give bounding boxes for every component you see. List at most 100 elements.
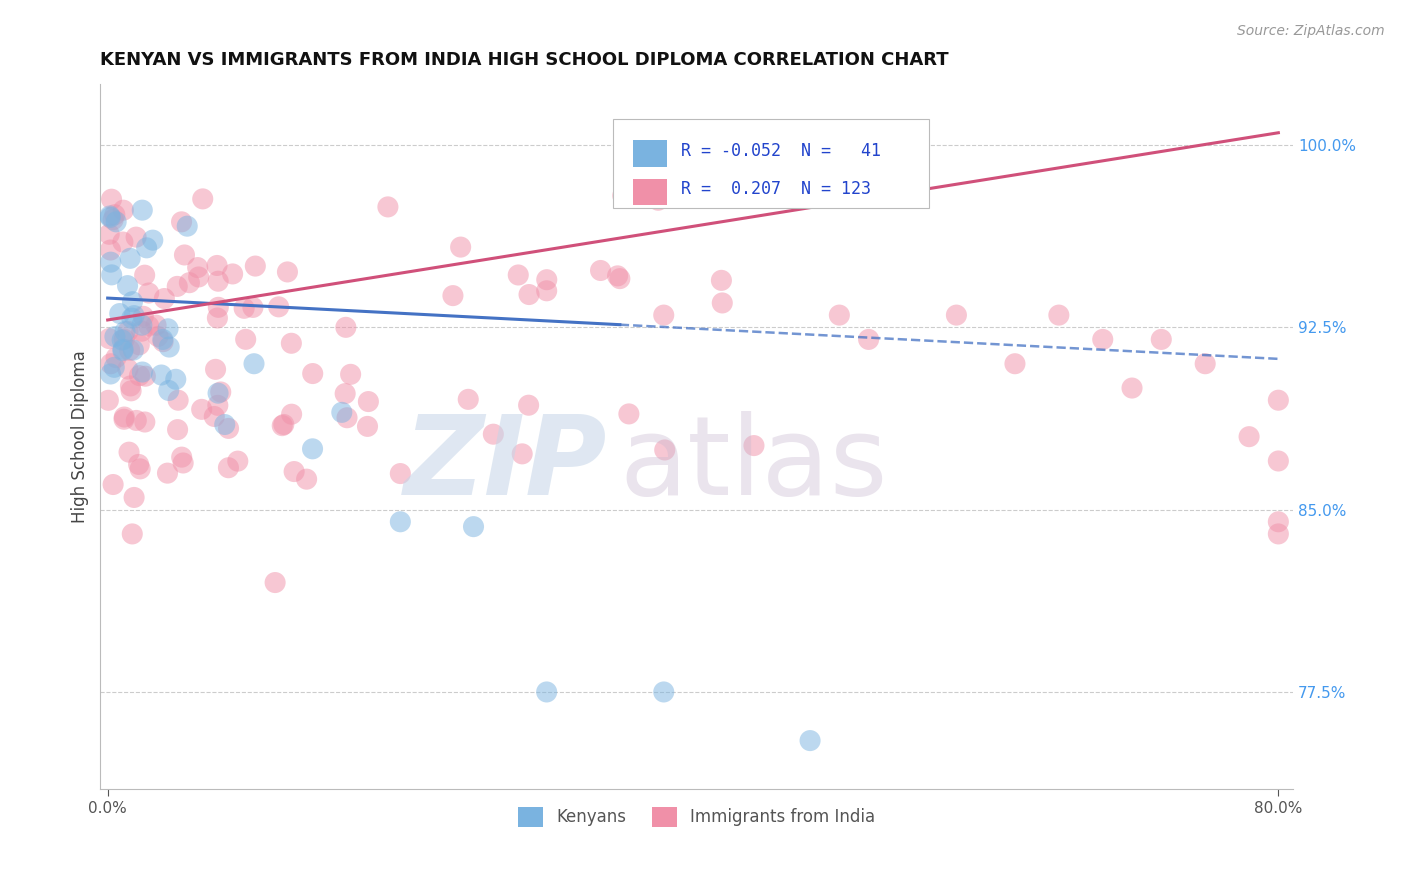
Point [121, 527, 143, 541]
Point [271, 418, 294, 433]
Text: R =  0.207  N = 123: R = 0.207 N = 123 [681, 180, 872, 198]
Point [335, 320, 357, 334]
Point [617, 407, 640, 421]
Point [202, 409, 225, 424]
Point [606, 268, 628, 283]
Point [134, 268, 156, 282]
Point [128, 338, 150, 352]
Point [333, 386, 356, 401]
Point [104, 329, 127, 343]
Point [517, 398, 540, 412]
Point [1267, 527, 1289, 541]
Point [1267, 454, 1289, 468]
Point [945, 308, 967, 322]
Point [510, 447, 533, 461]
Point [799, 733, 821, 747]
FancyBboxPatch shape [634, 178, 666, 205]
Point [330, 405, 353, 419]
Point [120, 379, 142, 393]
Point [150, 368, 173, 382]
Point [654, 442, 676, 457]
Point [536, 273, 558, 287]
Point [98, 211, 121, 225]
Point [226, 454, 249, 468]
Point [112, 203, 135, 218]
Point [98, 209, 121, 223]
Point [652, 685, 675, 699]
Point [204, 362, 226, 376]
Point [131, 203, 153, 218]
Point [100, 255, 122, 269]
Point [121, 294, 143, 309]
Point [245, 259, 267, 273]
Point [100, 367, 122, 381]
Point [165, 372, 187, 386]
Point [214, 417, 236, 432]
Point [103, 360, 125, 375]
Point [112, 410, 135, 425]
Point [536, 284, 558, 298]
Point [157, 384, 180, 398]
Point [242, 301, 264, 315]
Point [105, 215, 128, 229]
Point [190, 402, 212, 417]
Point [166, 279, 188, 293]
Point [218, 421, 240, 435]
Point [463, 519, 485, 533]
Point [377, 200, 399, 214]
Point [117, 278, 139, 293]
Point [122, 309, 145, 323]
Point [111, 343, 134, 358]
Point [207, 274, 229, 288]
Point [647, 193, 669, 207]
Point [120, 384, 142, 398]
Point [1267, 515, 1289, 529]
Point [131, 318, 153, 333]
Text: atlas: atlas [619, 411, 887, 518]
FancyBboxPatch shape [634, 140, 666, 167]
FancyBboxPatch shape [613, 120, 929, 208]
Point [135, 241, 157, 255]
Point [1121, 381, 1143, 395]
Point [301, 442, 323, 456]
Point [1237, 430, 1260, 444]
Legend: Kenyans, Immigrants from India: Kenyans, Immigrants from India [512, 800, 882, 834]
Point [283, 465, 305, 479]
Point [1150, 333, 1173, 347]
Point [233, 301, 256, 316]
Point [589, 263, 612, 277]
Point [536, 685, 558, 699]
Point [172, 456, 194, 470]
Point [858, 333, 880, 347]
Point [652, 308, 675, 322]
Point [1004, 357, 1026, 371]
Point [221, 267, 243, 281]
Point [125, 413, 148, 427]
Point [742, 439, 765, 453]
Point [207, 386, 229, 401]
Point [104, 208, 127, 222]
Point [118, 445, 141, 459]
Point [131, 365, 153, 379]
Point [131, 324, 153, 338]
Point [179, 276, 201, 290]
Point [132, 310, 155, 324]
Point [280, 336, 302, 351]
Point [170, 215, 193, 229]
Point [120, 252, 142, 266]
Point [100, 192, 122, 206]
Point [117, 325, 139, 339]
Point [508, 268, 530, 282]
Point [167, 393, 190, 408]
Point [117, 362, 139, 376]
Point [118, 343, 141, 358]
Point [207, 311, 229, 326]
Point [441, 288, 464, 302]
Point [156, 466, 179, 480]
Point [280, 407, 302, 421]
Point [122, 343, 145, 357]
Point [1047, 308, 1070, 322]
Point [101, 212, 124, 227]
Point [138, 318, 160, 333]
Point [100, 268, 122, 282]
